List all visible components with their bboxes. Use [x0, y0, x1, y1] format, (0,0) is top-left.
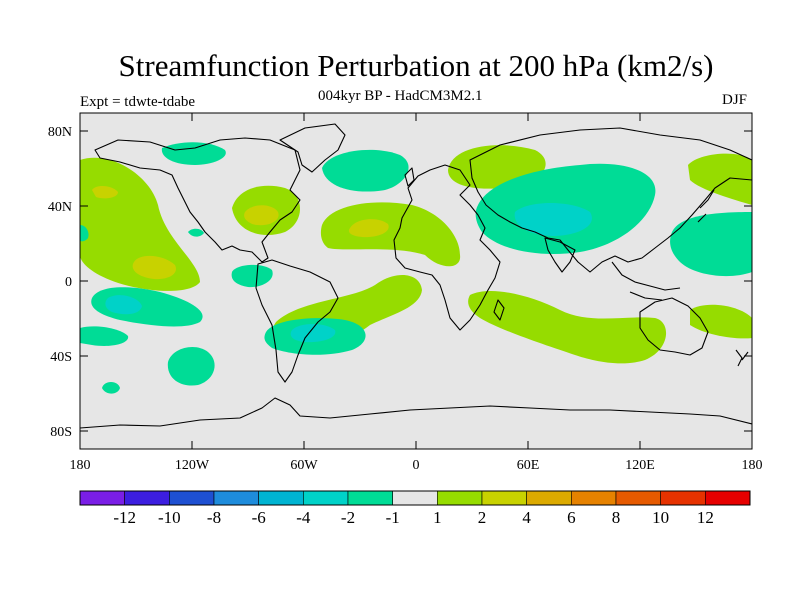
colorbar-label: -8 [207, 508, 221, 527]
north-america-coast [94, 137, 301, 263]
europe-africa-coast [393, 164, 501, 331]
lat-label: 0 [65, 275, 72, 290]
lon-label: 180 [70, 458, 91, 473]
negative-region [80, 225, 89, 242]
strong-positive-region [132, 255, 176, 280]
colorbar-swatch [213, 490, 259, 506]
positive-region [320, 202, 461, 267]
colorbar-swatch [571, 490, 617, 506]
colorbar-frame [79, 490, 751, 506]
strong-negative-region [290, 324, 336, 343]
colorbar-label: 4 [522, 508, 531, 527]
strong-positive-region [348, 219, 389, 238]
lon-label: 60W [290, 458, 318, 473]
colorbar: -12 -10 -8 -6 -4 -2 -1 1 2 4 6 8 10 12 [79, 490, 751, 527]
negative-region [188, 228, 204, 237]
positive-region [690, 304, 752, 339]
colorbar-swatch [437, 490, 483, 506]
lat-label: 80S [50, 425, 72, 440]
negative-region [167, 347, 215, 386]
colorbar-swatch [526, 490, 572, 506]
south-america-coast [255, 259, 339, 383]
colorbar-label: 12 [697, 508, 714, 527]
lon-label: 120W [175, 458, 210, 473]
colorbar-label: -6 [252, 508, 266, 527]
colorbar-swatch [124, 490, 170, 506]
lat-label: 40N [48, 200, 72, 215]
negative-region [231, 264, 273, 288]
colorbar-swatch [169, 490, 215, 506]
map-title: Streamfunction Perturbation at 200 hPa (… [118, 48, 714, 83]
negative-region [80, 326, 129, 346]
colorbar-swatch [347, 490, 393, 506]
experiment-label: Expt = tdwte-tdabe [80, 94, 196, 110]
lon-label: 60E [517, 458, 540, 473]
negative-region [670, 212, 752, 277]
strong-negative-region [105, 295, 142, 315]
colorbar-label: 8 [612, 508, 621, 527]
southeast-asia-islands [611, 261, 681, 301]
colorbar-label: 6 [567, 508, 576, 527]
antarctica-coast [80, 397, 752, 429]
lon-label: 180 [742, 458, 763, 473]
lon-label: 120E [625, 458, 655, 473]
colorbar-label: -2 [341, 508, 355, 527]
colorbar-swatch [392, 490, 438, 506]
uk-coast [404, 167, 415, 187]
colorbar-label: 1 [433, 508, 442, 527]
india-coast [544, 237, 576, 273]
colorbar-label: -10 [158, 508, 181, 527]
negative-region [102, 382, 120, 394]
lat-label: 80N [48, 125, 72, 140]
madagascar-coast [493, 299, 505, 321]
negative-region [161, 142, 226, 165]
season-label: DJF [722, 92, 748, 108]
positive-region [688, 153, 752, 205]
colorbar-swatch [258, 490, 304, 506]
strong-positive-region [244, 205, 279, 226]
strong-positive-region [92, 186, 118, 199]
colorbar-swatch [481, 490, 527, 506]
colorbar-label: -1 [386, 508, 400, 527]
colorbar-label: 10 [652, 508, 669, 527]
axis-ticks [80, 113, 752, 449]
lon-label: 0 [413, 458, 420, 473]
asia-coast [469, 127, 752, 273]
colorbar-label: -12 [113, 508, 136, 527]
negative-region [322, 149, 409, 192]
colorbar-swatch [615, 490, 661, 506]
lat-label: 40S [50, 350, 72, 365]
coastlines [80, 123, 752, 429]
japan-coast [697, 189, 715, 223]
australia-coast [639, 297, 709, 356]
colorbar-swatch [705, 490, 751, 506]
colorbar-label: 2 [478, 508, 487, 527]
colorbar-swatch [303, 490, 349, 506]
colorbar-swatch [660, 490, 706, 506]
greenland-coast [279, 123, 346, 173]
anomaly-fields [80, 142, 752, 394]
colorbar-label: -4 [296, 508, 311, 527]
time-label: 004kyr BP - HadCM3M2.1 [318, 88, 483, 104]
positive-region [468, 290, 667, 364]
colorbar-swatch [79, 490, 125, 506]
strong-negative-region [514, 203, 592, 236]
